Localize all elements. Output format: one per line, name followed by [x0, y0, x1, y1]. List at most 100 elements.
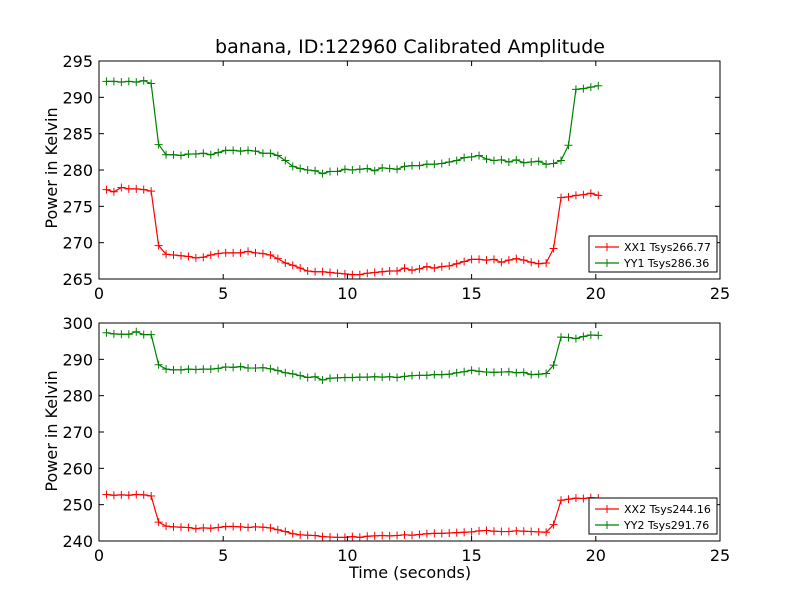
top-series-1-point	[445, 261, 454, 270]
bottom-series-2-point	[467, 366, 476, 375]
bottom-series-1-point	[363, 532, 372, 541]
bottom-plot: 0 5 10 15 20 25 240 250 260 270 280 290 300 XX2 Tsys2…	[62, 314, 730, 565]
bottom-series-1-point	[154, 518, 163, 527]
bottom-series-2-point	[162, 365, 171, 374]
bottom-series-2-point	[542, 369, 551, 378]
bottom-series-1-point	[176, 523, 185, 532]
top-series-2-point	[288, 162, 297, 171]
bottom-series-2-point	[475, 367, 484, 376]
bottom-series-2-point	[340, 373, 349, 382]
top-series-1	[102, 183, 603, 279]
top-series-2-point	[534, 157, 543, 166]
bottom-series-2-point	[132, 327, 141, 336]
bottom-legend-label-1: XX2 Tsys244.16	[624, 503, 711, 516]
bottom-series-2-point	[191, 365, 200, 374]
top-series-1-point	[109, 187, 118, 196]
bottom-series-1-point	[124, 491, 133, 500]
top-series-1-point	[176, 251, 185, 260]
bottom-series-2-point	[385, 372, 394, 381]
bottom-series-1-point	[333, 533, 342, 542]
top-series-2-point	[542, 160, 551, 169]
bottom-series-2-point	[333, 373, 342, 382]
top-series-2-point	[415, 161, 424, 170]
bottom-series-1-point	[445, 529, 454, 538]
top-series-1-point	[407, 266, 416, 275]
top-series-1-point	[221, 248, 230, 257]
top-series-1-point	[452, 259, 461, 268]
top-series-1-point	[102, 185, 111, 194]
top-y-tick-label: 285	[62, 125, 93, 144]
bottom-series-1-point	[139, 490, 148, 499]
bottom-y-tick-label: 250	[62, 496, 93, 515]
top-series-2-point	[482, 155, 491, 164]
bottom-y-tick-label: 290	[62, 350, 93, 369]
bottom-series-1-point	[281, 527, 290, 536]
top-series-1-point	[437, 262, 446, 271]
top-series-2-point	[445, 158, 454, 167]
top-legend-swatch-marker	[603, 243, 611, 251]
bottom-series-2-point	[512, 368, 521, 377]
top-series-1-point	[497, 258, 506, 267]
top-series-1-point	[512, 254, 521, 263]
bottom-series-1-point	[258, 523, 267, 532]
top-series-2-point	[184, 150, 193, 159]
top-series-2-point	[199, 149, 208, 158]
top-series-2-point	[527, 158, 536, 167]
top-legend-label-2: YY1 Tsys286.36	[623, 257, 709, 270]
bottom-series-1-point	[378, 531, 387, 540]
top-series-2-point	[273, 151, 282, 160]
bottom-series-2-point	[422, 371, 431, 380]
top-series-2-point	[355, 165, 364, 174]
bottom-series-1-point	[169, 522, 178, 531]
top-series-1-point	[355, 270, 364, 279]
top-series-2-point	[489, 156, 498, 165]
bottom-series-2-point	[109, 329, 118, 338]
top-series-1-point	[184, 252, 193, 261]
top-series-2-point	[467, 152, 476, 161]
bottom-series-1-point	[132, 490, 141, 499]
top-series-2-point	[504, 158, 513, 167]
bottom-series-1-point	[482, 526, 491, 535]
top-series-2-point	[132, 78, 141, 87]
top-series-2-point	[400, 162, 409, 171]
top-series-2-point	[139, 76, 148, 85]
top-series-2-point	[460, 153, 469, 162]
bottom-series-1-point	[199, 523, 208, 532]
top-series-1-point	[251, 248, 260, 257]
bottom-series-2-point	[273, 366, 282, 375]
bottom-series-2	[102, 327, 603, 385]
bottom-series-2-point	[557, 333, 566, 342]
top-series-2-point	[102, 77, 111, 86]
top-series-2-point	[557, 156, 566, 165]
top-series-2-point	[340, 165, 349, 174]
top-series-2-point	[303, 166, 312, 174]
top-series-2-point	[221, 146, 230, 155]
bottom-y-tick-label: 300	[62, 314, 93, 333]
top-series-2-point	[512, 155, 521, 164]
top-series-2-point	[311, 166, 320, 175]
bottom-series-2-point	[437, 370, 446, 379]
top-y-tick-label: 275	[62, 197, 93, 216]
top-legend-swatch-marker	[603, 259, 611, 267]
top-series-2-point	[326, 167, 335, 176]
top-series-1-point	[258, 249, 267, 258]
top-series-1-point	[236, 248, 245, 257]
top-series-1-point	[154, 241, 163, 250]
bottom-series-2-point	[296, 371, 305, 380]
top-series-2-point	[407, 161, 416, 170]
top-series-1-point	[415, 264, 424, 273]
top-series-2-point	[147, 79, 156, 88]
top-y-axis-label: Power in Kelvin	[42, 107, 61, 228]
bottom-legend: XX2 Tsys244.16 YY2 Tsys291.76	[588, 497, 718, 535]
top-series-1-point	[393, 267, 402, 276]
top-series-1-point	[363, 269, 372, 278]
bottom-series-2-point	[586, 330, 595, 339]
top-series-1-point	[303, 267, 312, 276]
top-series-1-point	[430, 264, 439, 273]
bottom-series-2-point	[229, 363, 238, 372]
bottom-series-2-point	[206, 365, 215, 374]
top-series-2-point	[281, 156, 290, 165]
bottom-y-tick-label: 240	[62, 532, 93, 551]
bottom-series-2-point	[534, 370, 543, 379]
top-series-1-point	[564, 192, 573, 201]
